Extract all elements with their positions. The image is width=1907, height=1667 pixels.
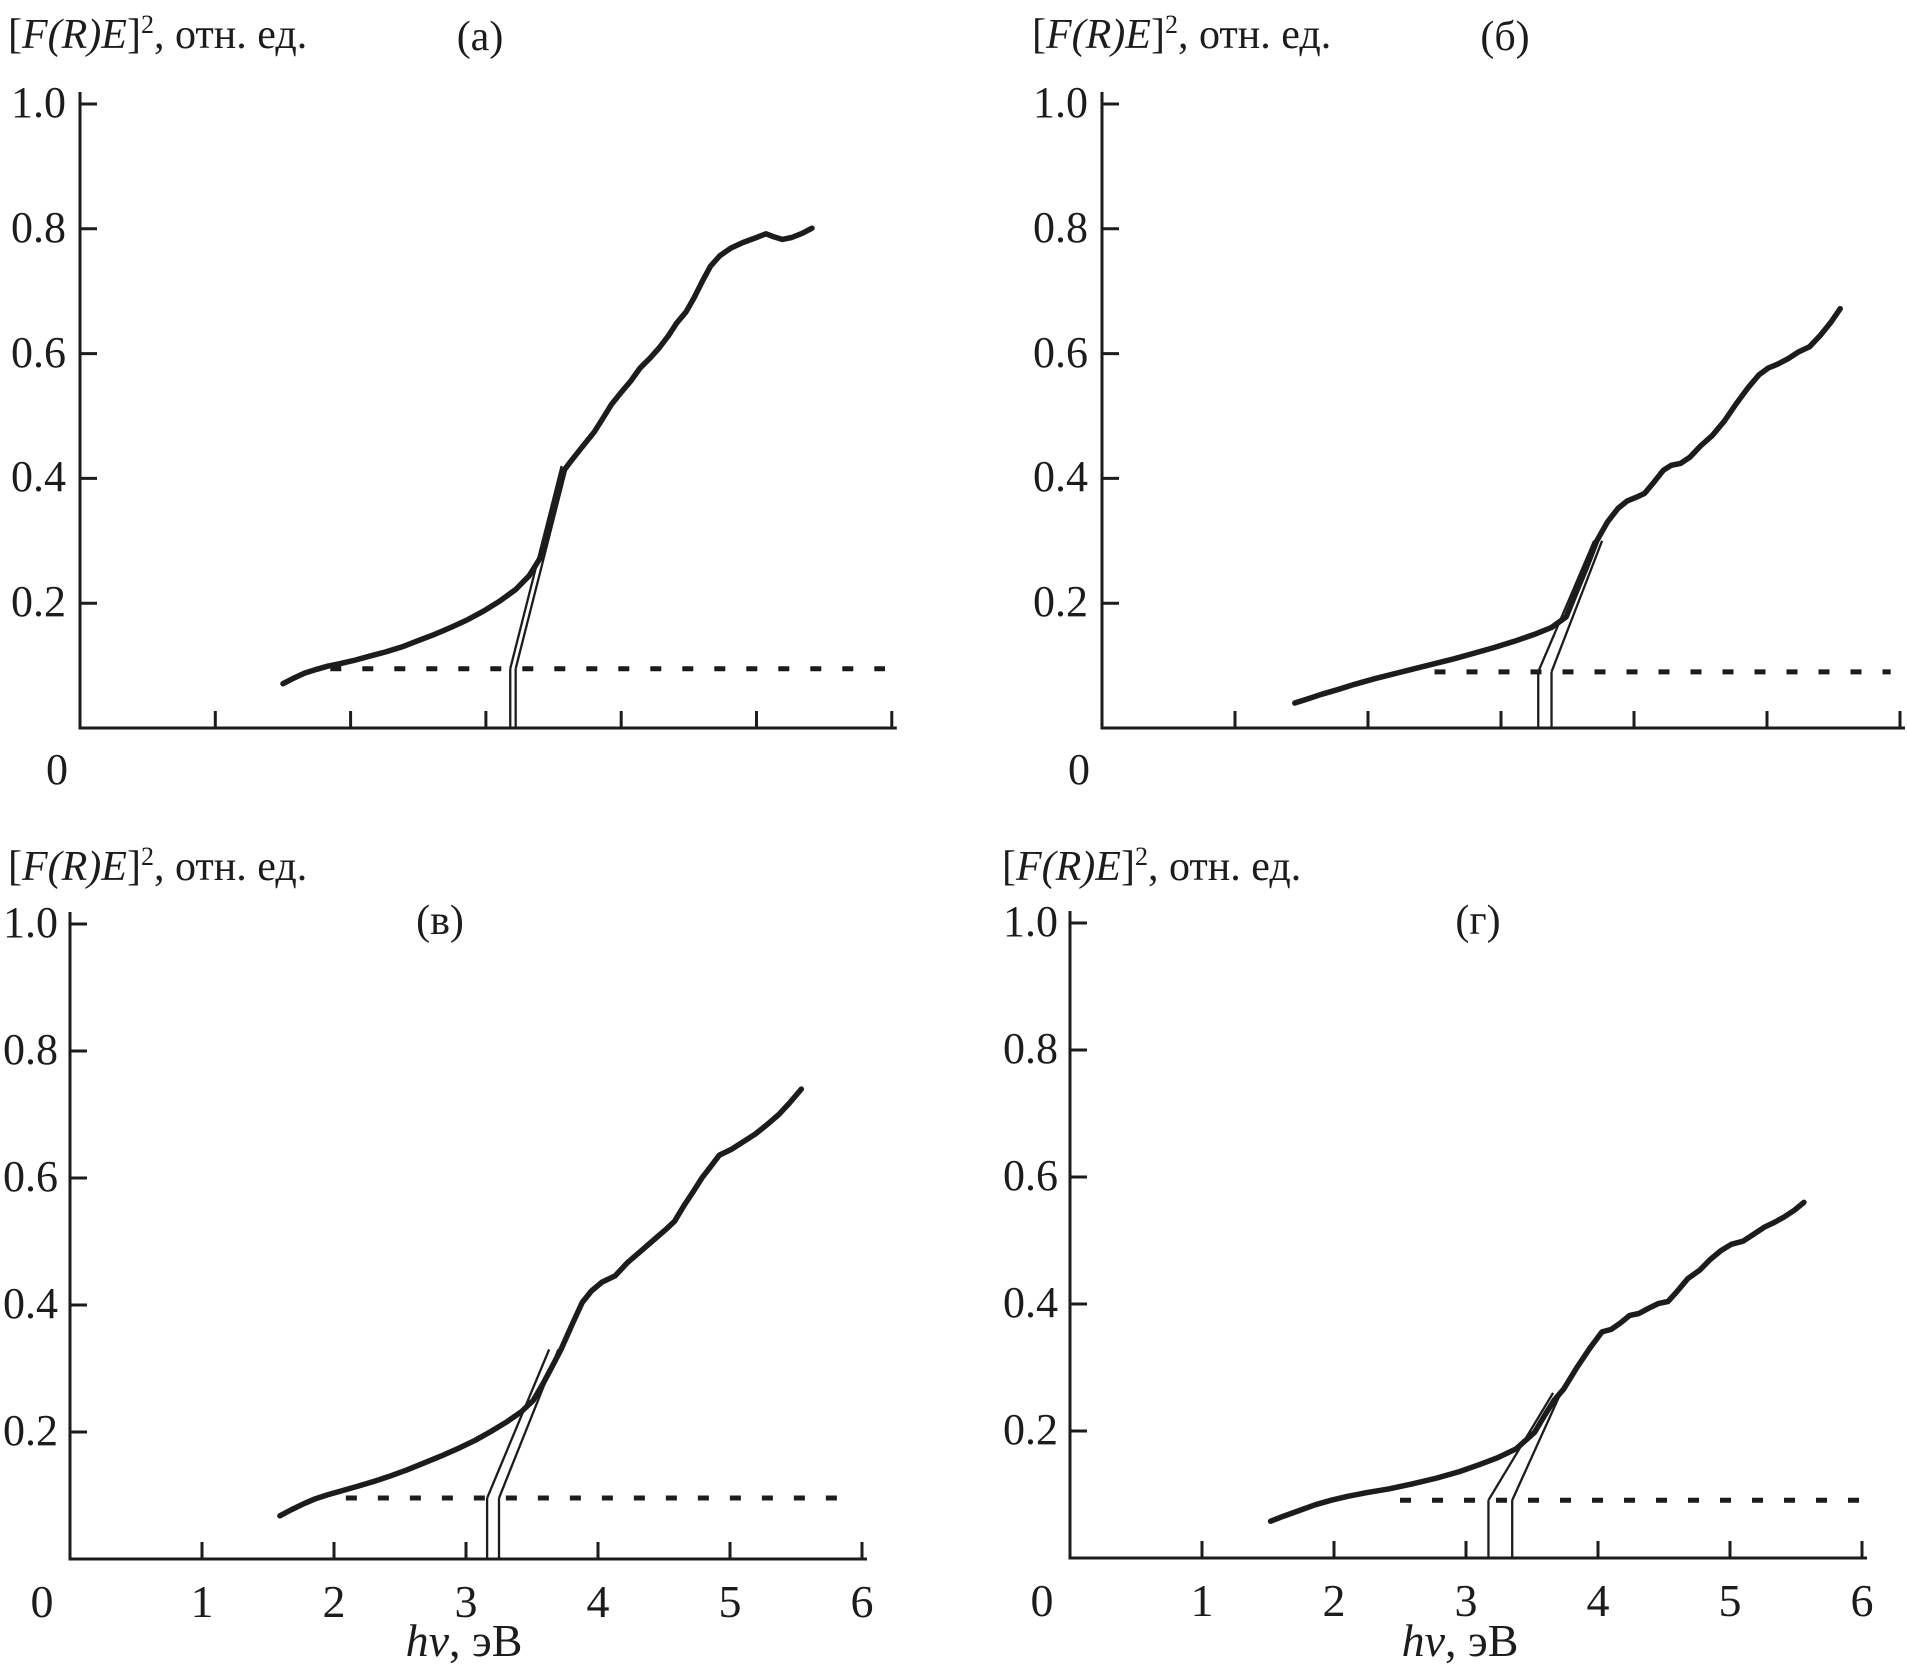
axis-line	[78, 92, 897, 730]
y-tick-label: 0.4	[1033, 452, 1088, 502]
x-axis-title: hν, эВ	[405, 1615, 523, 1666]
x-tick-label: 1	[1190, 1575, 1214, 1626]
y-tick-label: 0.6	[1033, 327, 1088, 377]
axis-line	[68, 912, 867, 1561]
y-tick-label: 0.4	[3, 1279, 58, 1328]
panel-label-g: (г)	[1455, 898, 1501, 944]
x-tick-label: 0	[30, 1576, 54, 1627]
panel-g-plot	[1068, 911, 1867, 1560]
x-tick-label: 6	[850, 1576, 874, 1627]
x-tick-label: 3	[1454, 1575, 1478, 1626]
spectrum-curve	[1292, 305, 1843, 706]
y-tick-label: 0.8	[1033, 202, 1088, 252]
panel-label-b: (б)	[1480, 14, 1530, 60]
panel-b-plot	[1100, 92, 1905, 730]
y-axis-title: [F(R)E]2, отн. ед.	[8, 842, 308, 891]
y-tick-label: 0.2	[1033, 577, 1088, 627]
y-tick-label: 1.0	[11, 78, 66, 127]
panel-a-plot	[78, 92, 897, 730]
y-tick-label: 1.0	[1003, 897, 1058, 946]
x-tick-label: 2	[322, 1576, 346, 1627]
y-tick-label: 0.2	[11, 577, 66, 627]
panel-v-plot	[68, 912, 867, 1561]
panel-label-v: (в)	[416, 898, 464, 944]
y-tick-label: 1.0	[1033, 78, 1088, 127]
axis-line	[1100, 92, 1905, 730]
x-axis-title: hν, эВ	[1401, 1615, 1519, 1666]
y-tick-label: 0.4	[11, 452, 66, 502]
tangent-line	[1537, 540, 1596, 673]
origin-label: 0	[46, 745, 68, 794]
spectrum-curve	[277, 1086, 805, 1519]
spectrum-curve	[280, 225, 815, 687]
y-axis-title: [F(R)E]2, отн. ед.	[1002, 842, 1302, 891]
origin-label: 0	[1068, 745, 1090, 794]
axis-line	[1068, 911, 1867, 1560]
x-tick-label: 5	[718, 1576, 742, 1627]
tangent-line	[514, 465, 569, 670]
y-tick-label: 0.8	[11, 202, 66, 252]
x-tick-label: 4	[586, 1576, 610, 1627]
y-tick-label: 0.2	[1003, 1405, 1058, 1454]
y-tick-label: 0.4	[1003, 1278, 1058, 1327]
y-axis-title: [F(R)E]2, отн. ед.	[1032, 10, 1332, 59]
x-tick-label: 0	[1030, 1575, 1054, 1626]
y-tick-label: 0.6	[3, 1152, 58, 1201]
y-axis-title: [F(R)E]2, отн. ед.	[8, 10, 308, 59]
x-tick-label: 1	[190, 1576, 214, 1627]
x-tick-label: 6	[1850, 1575, 1874, 1626]
y-tick-label: 0.8	[3, 1025, 58, 1074]
y-tick-label: 0.6	[11, 327, 66, 377]
panel-label-a: (а)	[456, 14, 504, 60]
y-tick-label: 0.6	[1003, 1151, 1058, 1200]
x-tick-label: 3	[454, 1576, 478, 1627]
x-tick-label: 4	[1586, 1575, 1610, 1626]
y-tick-label: 1.0	[3, 898, 58, 947]
y-tick-label: 0.8	[1003, 1024, 1058, 1073]
x-tick-label: 2	[1322, 1575, 1346, 1626]
spectrum-curve	[1267, 1199, 1807, 1524]
tangent-line	[486, 1349, 551, 1499]
y-tick-label: 0.2	[3, 1406, 58, 1455]
tangent-line	[1550, 540, 1604, 673]
tangent-line	[1511, 1386, 1565, 1501]
x-tick-label: 5	[1718, 1575, 1742, 1626]
